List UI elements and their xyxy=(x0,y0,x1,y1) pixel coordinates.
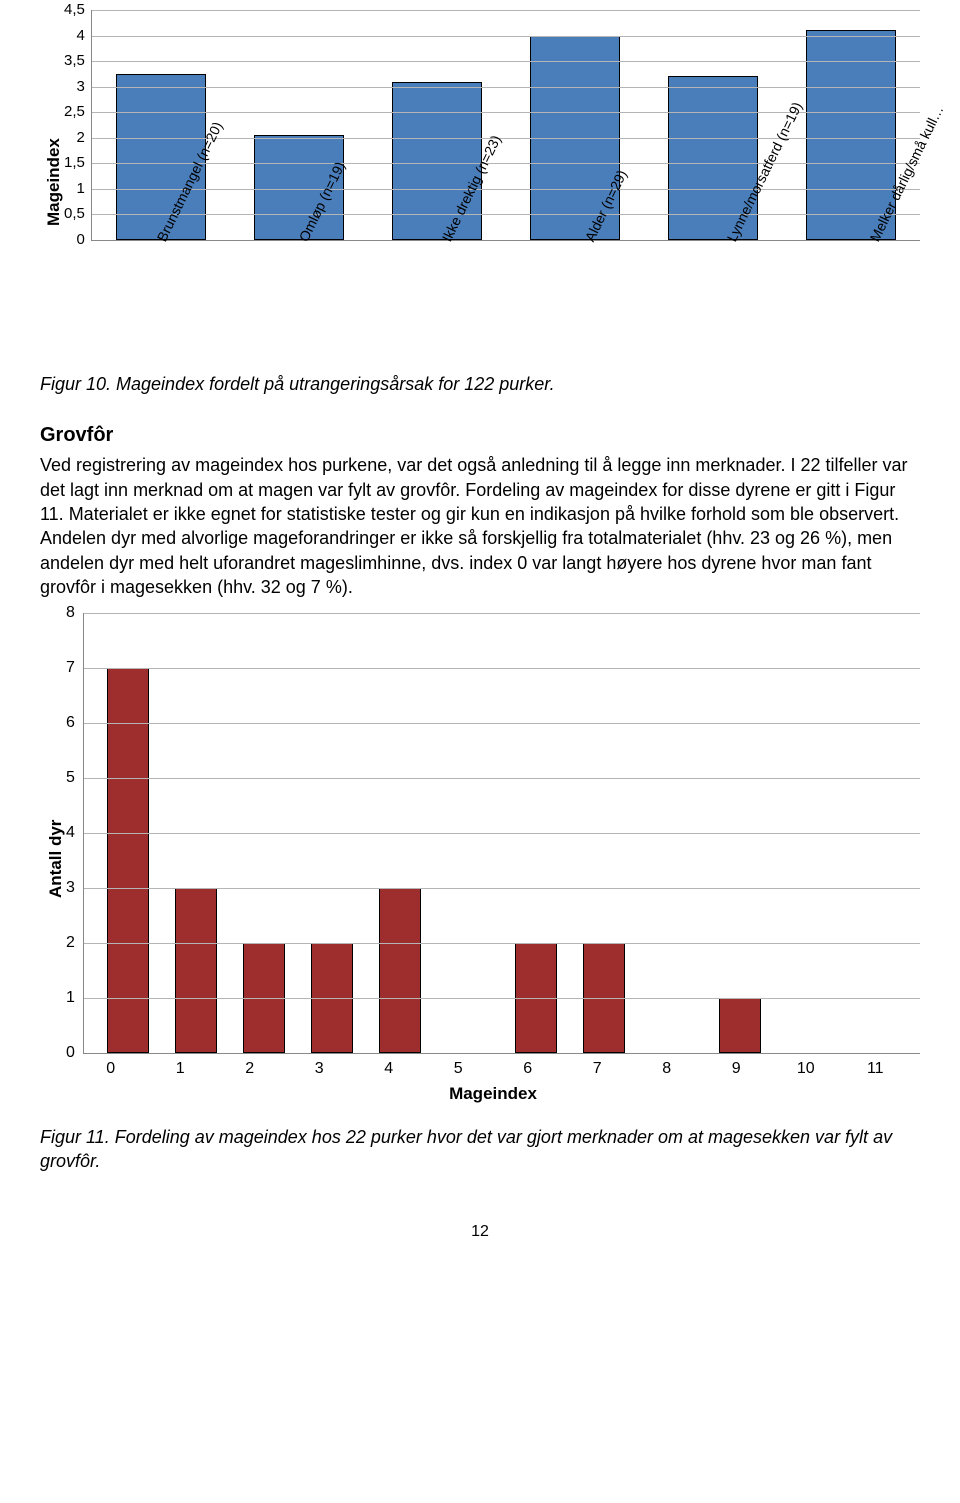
body-paragraph: Ved registrering av mageindex hos purken… xyxy=(40,453,920,599)
chart1-xlabel: Brunstmangel (n=20) xyxy=(135,245,194,339)
chart2-gridline xyxy=(84,613,920,614)
chart1-xlabel: Melker dårlig/små kull… xyxy=(848,245,907,339)
chart2-x-axis-title: Mageindex xyxy=(66,1084,920,1104)
chart-mageindex-by-reason: Mageindex 4,543,532,521,510,50 Brunstman… xyxy=(40,10,920,355)
chart1-y-axis-label: Mageindex xyxy=(40,10,64,355)
chart1-x-axis-labels: Brunstmangel (n=20) Omløp (n=19) Ikke drek… xyxy=(64,245,920,355)
chart2-gridline xyxy=(84,998,920,999)
chart2-gridline xyxy=(84,778,920,779)
chart2-xlabel: 5 xyxy=(424,1060,494,1078)
chart1-xlabel: Lynne/morsatferd (n=19) xyxy=(706,245,765,339)
chart2-xlabel: 0 xyxy=(76,1060,146,1078)
document-page: Mageindex 4,543,532,521,510,50 Brunstman… xyxy=(0,0,960,1281)
chart2-xlabel: 11 xyxy=(841,1060,911,1078)
chart2-gridline xyxy=(84,888,920,889)
chart2-bar xyxy=(379,888,421,1053)
chart2-plot-area xyxy=(83,613,920,1054)
chart1-xlabel: Omløp (n=19) xyxy=(278,245,337,339)
chart2-xlabel: 6 xyxy=(493,1060,563,1078)
chart1-gridline xyxy=(92,87,920,88)
page-number: 12 xyxy=(40,1223,920,1241)
chart2-bar xyxy=(719,998,761,1053)
figure-10-caption: Figur 10. Mageindex fordelt på utrangeri… xyxy=(40,373,920,396)
chart2-xlabel: 10 xyxy=(771,1060,841,1078)
chart2-gridline xyxy=(84,668,920,669)
chart1-gridline xyxy=(92,189,920,190)
chart1-xlabel: Ikke drektig (n=23) xyxy=(420,245,479,339)
chart2-xlabel: 8 xyxy=(632,1060,702,1078)
chart1-bar xyxy=(392,82,482,240)
section-heading-grovfor: Grovfôr xyxy=(40,424,920,447)
chart2-xlabel: 7 xyxy=(563,1060,633,1078)
chart2-x-axis-labels: 01234567891011 xyxy=(66,1060,920,1078)
figure-11-caption: Figur 11. Fordeling av mageindex hos 22 … xyxy=(40,1126,920,1173)
chart2-xlabel: 9 xyxy=(702,1060,772,1078)
chart2-xlabel: 3 xyxy=(285,1060,355,1078)
chart1-gridline xyxy=(92,61,920,62)
chart2-y-axis-ticks: 876543210 xyxy=(66,613,83,1053)
chart1-y-axis-ticks: 4,543,532,521,510,50 xyxy=(64,10,91,240)
chart1-gridline xyxy=(92,36,920,37)
chart2-xlabel: 1 xyxy=(146,1060,216,1078)
chart2-bar xyxy=(175,888,217,1053)
chart2-gridline xyxy=(84,943,920,944)
chart1-gridline xyxy=(92,163,920,164)
chart2-xlabel: 4 xyxy=(354,1060,424,1078)
chart2-bar xyxy=(107,668,149,1053)
chart1-xlabel: Alder (n=29) xyxy=(563,245,622,339)
chart2-gridline xyxy=(84,833,920,834)
chart1-gridline xyxy=(92,214,920,215)
chart2-y-axis-label: Antall dyr xyxy=(40,613,66,1104)
chart2-gridline xyxy=(84,723,920,724)
chart-mageindex-distribution: Antall dyr 876543210 01234567891011 Mage… xyxy=(40,613,920,1104)
chart2-xlabel: 2 xyxy=(215,1060,285,1078)
chart1-gridline xyxy=(92,10,920,11)
